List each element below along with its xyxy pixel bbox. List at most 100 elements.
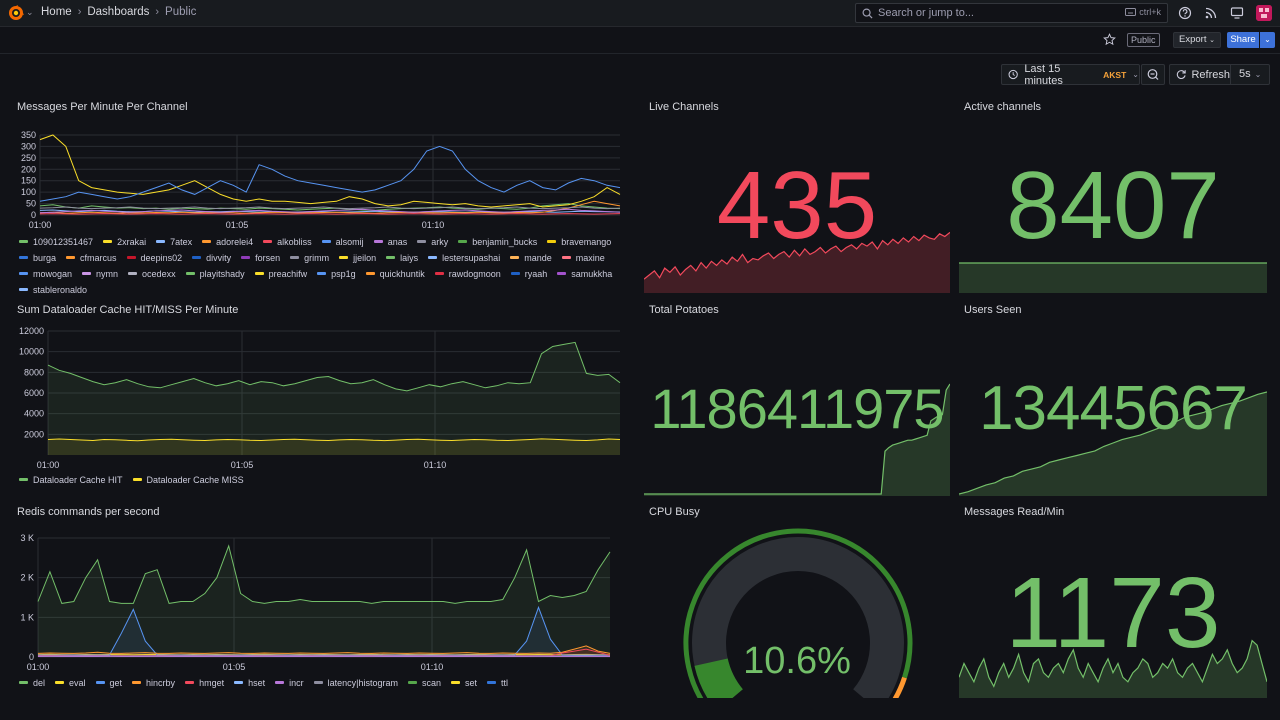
series-line-dataloader-cache-hit[interactable] <box>47 341 621 392</box>
legend-item[interactable]: adorelei4 <box>202 236 253 247</box>
legend-label: nymn <box>96 268 119 279</box>
zoom-out-button[interactable] <box>1141 64 1165 85</box>
legend-item[interactable]: del <box>19 677 45 688</box>
legend-item[interactable]: psp1g <box>317 268 356 279</box>
legend-item[interactable]: bravemango <box>547 236 611 247</box>
chevron-down-icon[interactable]: ⌄ <box>26 7 34 17</box>
panel-title[interactable]: CPU Busy <box>649 506 700 518</box>
legend-label: 7atex <box>170 236 193 247</box>
legend-item[interactable]: jjeilon <box>339 252 376 263</box>
legend-item[interactable]: scan <box>407 677 441 688</box>
series-line-anas[interactable] <box>39 208 621 214</box>
series-line-arky[interactable] <box>39 206 621 210</box>
panel-title[interactable]: Messages Read/Min <box>964 506 1065 518</box>
panel-title[interactable]: Users Seen <box>964 304 1022 316</box>
legend-item[interactable]: forsen <box>241 252 280 263</box>
legend-item[interactable]: nymn <box>82 268 118 279</box>
chevron-down-icon: ⌄ <box>1264 35 1271 44</box>
redis-time-series[interactable]: 0 1 K 2 K 3 K 01:00 01:05 01:10 <box>17 506 630 676</box>
monitor-icon[interactable] <box>1230 6 1244 20</box>
panel-title[interactable]: Redis commands per second <box>17 506 160 518</box>
grafana-logo-icon[interactable] <box>8 5 24 21</box>
legend-item[interactable]: lestersupashai <box>428 252 500 263</box>
legend-swatch <box>234 681 244 684</box>
legend-item[interactable]: divvity <box>192 252 231 263</box>
series-line-del[interactable] <box>37 544 611 604</box>
panel-title[interactable]: Sum Dataloader Cache HIT/MISS Per Minute <box>17 304 239 316</box>
legend-item[interactable]: samukkha <box>557 268 612 279</box>
legend-item[interactable]: incr <box>275 677 304 688</box>
legend-label: grimm <box>304 252 330 263</box>
search-bar[interactable]: ctrl+k <box>855 3 1168 23</box>
time-range-picker[interactable]: Last 15 minutes AKST ⌄ <box>1001 63 1140 87</box>
legend-label: 109012351467 <box>33 236 94 247</box>
legend-label: del <box>33 677 46 688</box>
panel-title[interactable]: Messages Per Minute Per Channel <box>17 101 188 113</box>
legend-item[interactable]: deepins02 <box>126 252 182 263</box>
series-line-dataloader-cache-miss[interactable] <box>47 438 621 442</box>
legend-item[interactable]: anas <box>373 236 407 247</box>
cache-time-series[interactable]: 2000 4000 6000 8000 10000 12000 01:00 01:05 01:1… <box>17 304 630 474</box>
legend-item[interactable]: maxine <box>561 252 605 263</box>
legend-item[interactable]: alsomij <box>321 236 364 247</box>
breadcrumb-dashboards[interactable]: Dashboards <box>87 6 150 18</box>
panel-title[interactable]: Total Potatoes <box>649 304 719 316</box>
refresh-label: Refresh <box>1191 68 1230 81</box>
legend-item[interactable]: 7atex <box>156 236 192 247</box>
legend-item[interactable]: quickhuntik <box>365 268 425 279</box>
breadcrumb-home[interactable]: Home <box>41 6 72 18</box>
legend-item[interactable]: mowogan <box>19 268 72 279</box>
legend-item[interactable]: Dataloader Cache HIT <box>19 474 123 485</box>
user-avatar[interactable] <box>1256 5 1272 21</box>
share-dropdown-button[interactable]: ⌄ <box>1260 32 1275 48</box>
legend-item[interactable]: ryaah <box>510 268 547 279</box>
sparkline-line <box>959 639 1267 688</box>
legend-item[interactable]: 2xrakai <box>103 236 146 247</box>
series-line-109012351467[interactable] <box>39 203 621 211</box>
legend-item[interactable]: arky <box>417 236 448 247</box>
series-line-adorelei4[interactable] <box>39 200 621 214</box>
panel-title[interactable]: Live Channels <box>649 101 719 113</box>
legend-item[interactable]: set <box>451 677 477 688</box>
legend-item[interactable]: latency|histogram <box>313 677 398 688</box>
panel-title[interactable]: Active channels <box>964 101 1042 113</box>
series-area-del <box>38 545 610 657</box>
legend-item[interactable]: benjamin_bucks <box>458 236 537 247</box>
series-line-2xrakai[interactable] <box>39 134 621 208</box>
legend-item[interactable]: eval <box>55 677 86 688</box>
legend-item[interactable]: grimm <box>290 252 329 263</box>
series-line-alsomij[interactable] <box>39 145 621 202</box>
legend-item[interactable]: burga <box>19 252 56 263</box>
help-icon[interactable] <box>1178 6 1192 20</box>
legend-item[interactable]: hset <box>234 677 265 688</box>
legend-item[interactable]: ttl <box>487 677 508 688</box>
legend-item[interactable]: get <box>95 677 122 688</box>
legend-item[interactable]: alkobliss <box>263 236 312 247</box>
legend-item[interactable]: laiys <box>386 252 418 263</box>
legend-item[interactable]: hincrby <box>132 677 175 688</box>
star-icon[interactable] <box>1103 33 1116 46</box>
legend-item[interactable]: hmget <box>185 677 224 688</box>
legend-item[interactable]: rawdogmoon <box>434 268 501 279</box>
export-button[interactable]: Export ⌄ <box>1173 32 1221 48</box>
legend-item[interactable]: mande <box>510 252 552 263</box>
series-line-alkobliss[interactable] <box>39 213 621 215</box>
search-input[interactable] <box>878 7 1108 19</box>
legend-item[interactable]: ocedexx <box>128 268 176 279</box>
legend-item[interactable]: preachifw <box>254 268 307 279</box>
legend-item[interactable]: Dataloader Cache MISS <box>132 474 244 485</box>
series-line-get[interactable] <box>38 605 610 656</box>
y-tick-label: 200 <box>21 164 36 174</box>
refresh-button[interactable]: Refresh <box>1169 64 1231 85</box>
legend-item[interactable]: playitshady <box>185 268 245 279</box>
chevron-right-icon: › <box>77 6 82 18</box>
series-line-hincrby[interactable] <box>37 645 611 654</box>
share-button[interactable]: Share <box>1227 32 1259 48</box>
legend-item[interactable]: 109012351467 <box>19 236 93 247</box>
legend-label: divvity <box>206 252 232 263</box>
rss-icon[interactable] <box>1204 6 1218 20</box>
refresh-interval-picker[interactable]: 5s ⌄ <box>1231 64 1270 85</box>
legend-item[interactable]: stableronaldo <box>19 284 87 293</box>
legend-item[interactable]: cfmarcus <box>66 252 117 263</box>
